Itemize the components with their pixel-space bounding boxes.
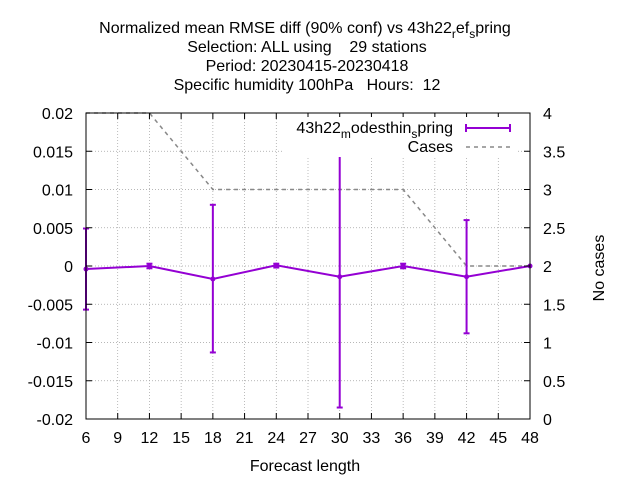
x-tick-label: 21 bbox=[236, 430, 254, 447]
cases-point bbox=[402, 189, 404, 190]
y2-tick-label: 2.5 bbox=[543, 221, 565, 238]
y-tick-label: -0.005 bbox=[28, 297, 73, 314]
y-tick-label: -0.02 bbox=[37, 412, 74, 429]
cases-point bbox=[212, 189, 214, 190]
x-axis-ticks: 6 9 12 15 18 21 24 27 30 33 36 39 42 45 48 bbox=[82, 113, 539, 447]
y2-axis-ticks: 4 3.5 3 2.5 2 1.5 1 0.5 0 bbox=[524, 106, 565, 429]
y2-tick-label: 1 bbox=[543, 336, 552, 353]
cases-point bbox=[275, 189, 277, 190]
main-point bbox=[210, 276, 216, 282]
x-tick-label: 18 bbox=[204, 430, 222, 447]
y2-tick-label: 4 bbox=[543, 106, 552, 123]
x-tick-label: 24 bbox=[267, 430, 285, 447]
y-tick-label: 0.005 bbox=[33, 221, 73, 238]
y2-axis-label: No cases bbox=[591, 235, 608, 302]
x-tick-label: 39 bbox=[426, 430, 444, 447]
x-tick-label: 27 bbox=[299, 430, 317, 447]
y2-tick-label: 3 bbox=[543, 183, 552, 200]
x-tick-label: 9 bbox=[113, 430, 122, 447]
y2-tick-label: 1.5 bbox=[543, 297, 565, 314]
x-tick-label: 42 bbox=[458, 430, 476, 447]
x-tick-label: 15 bbox=[172, 430, 190, 447]
y-axis-ticks: 0.02 0.015 0.01 0.005 0 -0.005 -0.01 -0.015 -0.0… bbox=[28, 106, 92, 429]
title-line-2: Selection: ALL using 29 stations bbox=[187, 39, 427, 56]
chart-title: Normalized mean RMSE diff (90% conf) vs … bbox=[99, 20, 511, 94]
cases-line bbox=[86, 112, 530, 267]
y-tick-label: 0.02 bbox=[42, 106, 73, 123]
y-tick-label: 0.01 bbox=[42, 183, 73, 200]
x-tick-label: 6 bbox=[82, 430, 91, 447]
title-line-4: Specific humidity 100hPa Hours: 12 bbox=[174, 77, 441, 94]
title-line-3: Period: 20230415-20230418 bbox=[206, 58, 409, 75]
y-tick-label: -0.015 bbox=[28, 374, 73, 391]
y2-tick-label: 0.5 bbox=[543, 374, 565, 391]
y-tick-label: 0.015 bbox=[33, 144, 73, 161]
main-point bbox=[400, 263, 406, 269]
main-line bbox=[85, 264, 531, 281]
y2-tick-label: 2 bbox=[543, 259, 552, 276]
main-point bbox=[464, 274, 470, 280]
y-tick-label: 0 bbox=[64, 259, 73, 276]
main-point bbox=[337, 274, 343, 280]
x-axis-label: Forecast length bbox=[250, 458, 360, 475]
y2-tick-label: 0 bbox=[543, 412, 552, 429]
legend: 43h22modesthinspring Cases bbox=[282, 117, 518, 157]
x-tick-label: 12 bbox=[141, 430, 159, 447]
main-point bbox=[146, 263, 152, 269]
main-point bbox=[273, 262, 279, 268]
x-tick-label: 36 bbox=[394, 430, 412, 447]
y-tick-label: -0.01 bbox=[37, 336, 74, 353]
legend-label-cases: Cases bbox=[408, 139, 453, 156]
x-tick-label: 30 bbox=[331, 430, 349, 447]
x-tick-label: 45 bbox=[489, 430, 507, 447]
y2-tick-label: 3.5 bbox=[543, 144, 565, 161]
legend-box bbox=[282, 117, 518, 157]
title-line-1: Normalized mean RMSE diff (90% conf) vs … bbox=[99, 20, 511, 41]
legend-label-main: 43h22modesthinspring bbox=[296, 120, 453, 141]
x-tick-label: 33 bbox=[363, 430, 381, 447]
x-tick-label: 48 bbox=[521, 430, 539, 447]
